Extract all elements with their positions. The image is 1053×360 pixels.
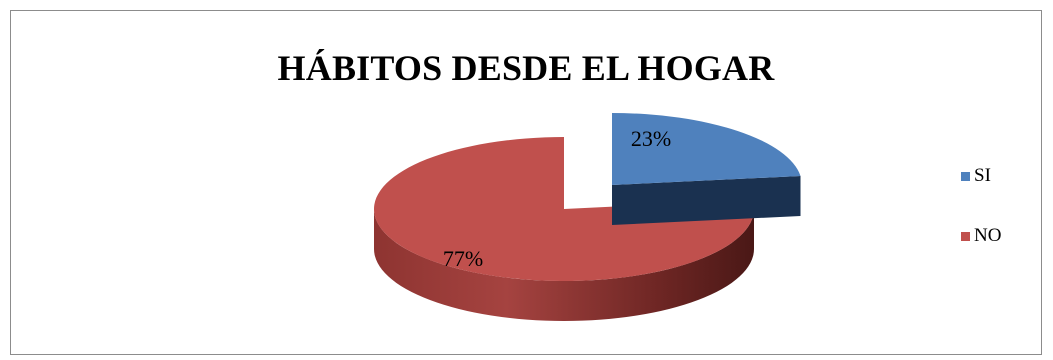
legend-label-si: SI	[974, 165, 991, 186]
pie-slice-si	[612, 113, 801, 225]
data-label-no: 77%	[443, 246, 483, 271]
pie-chart-plot: 23% 77%	[374, 113, 801, 321]
pie-slice-top-no	[374, 137, 754, 281]
legend-label-no: NO	[974, 225, 1002, 246]
chart-legend: SI NO	[961, 146, 1001, 266]
pie-slice-no	[374, 137, 754, 321]
legend-swatch-no	[961, 231, 970, 241]
legend-item-no: NO	[961, 206, 1001, 266]
data-label-si: 23%	[631, 126, 671, 151]
pie-slice-side-no	[374, 209, 754, 321]
legend-item-si: SI	[961, 146, 1001, 206]
pie-slice-wall-si	[612, 175, 801, 225]
pie-slice-top-si	[612, 113, 801, 185]
chart-title: HÁBITOS DESDE EL HOGAR	[277, 48, 775, 88]
chart-frame: HÁBITOS DESDE EL HOGAR 23% 77% SI NO	[10, 10, 1042, 355]
legend-swatch-si	[961, 171, 970, 181]
